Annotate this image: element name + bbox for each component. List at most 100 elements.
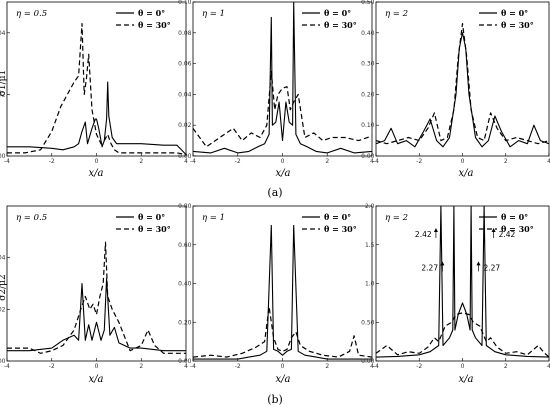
y-tick-label: 0.00 [178,358,192,365]
y-tick-label: 0.30 [361,61,375,68]
y-tick-label: 0.08 [178,30,192,37]
x-tick-label: 0 [281,158,285,165]
x-tick-label: 0 [461,158,465,165]
y-tick-label: 0.20 [361,91,375,98]
y-tick-label: 0.00 [0,358,6,365]
legend-entry-theta-30: θ = 30° [501,20,534,30]
row-b-xlabel: x/a [89,374,104,385]
legend-entry-theta-0: θ = 0° [138,212,165,222]
y-axis-label: σ2/μ2 [0,274,8,300]
y-tick-label: 0.02 [0,306,6,313]
y-tick-label: 0.04 [178,91,192,98]
legend-entry-theta-0: θ = 0° [324,8,351,18]
x-tick-label: 0 [95,363,99,370]
x-tick-label: -4 [190,363,196,370]
legend-entry-theta-30: θ = 30° [324,20,357,30]
row-b-xlabel-3: x/a [459,374,474,385]
series-theta-30 [7,241,186,354]
y-tick-label: 0.00 [178,153,192,160]
y-tick-label: 0.50 [361,0,375,6]
series-theta-0 [193,224,372,360]
eta-label: η = 0.5 [16,9,47,19]
peak-annotation: 2.42 [415,230,432,239]
y-tick-label: 0.00 [0,153,6,160]
x-tick-label: -2 [416,158,422,165]
annotation-arrowhead [476,261,481,266]
y-tick-label: 0.00 [361,358,375,365]
y-tick-label: 0.20 [178,319,192,326]
row-a-xlabel-2: x/a [276,168,291,179]
x-tick-label: 0 [95,158,99,165]
y-tick-label: 0.10 [361,122,375,129]
annotation-arrowhead [433,228,438,232]
y-tick-label: 2.0 [365,203,375,210]
eta-label: η = 2 [385,213,408,223]
x-tick-label: 4 [184,363,188,370]
series-theta-30 [193,306,372,358]
eta-label: η = 1 [202,9,225,19]
y-tick-label: 0.06 [178,61,192,68]
x-tick-label: -2 [235,363,241,370]
x-tick-label: 4 [184,158,188,165]
x-tick-label: 4 [547,158,550,165]
eta-label: η = 1 [202,213,225,223]
legend-entry-theta-30: θ = 30° [138,224,171,234]
series-theta-0 [376,206,549,358]
legend-entry-theta-0: θ = 0° [501,212,528,222]
y-tick-label: 0.04 [0,255,6,262]
series-theta-0 [376,32,549,148]
y-tick-label: 0.02 [0,91,6,98]
x-tick-label: -2 [416,363,422,370]
x-tick-label: -4 [373,158,379,165]
panel-0-0: -4 -2 0 2 4 0.00 0.02 0.04 η = 0.5 θ = 0° θ = 30° σ… [0,1,188,165]
row-b-xlabel-2: x/a [276,374,291,385]
legend-entry-theta-30: θ = 30° [501,224,534,234]
peak-annotation: 2.42 [499,230,516,239]
row-a-xlabel: x/a [89,168,104,179]
y-axis-label: σ1/μ1 [0,70,8,96]
x-tick-label: 2 [504,158,508,165]
peak-annotation: 2.27 [421,263,438,272]
legend-entry-theta-0: θ = 0° [501,8,528,18]
y-tick-label: 0.02 [178,122,192,129]
eta-label: η = 0.5 [16,213,47,223]
x-tick-label: 4 [547,363,550,370]
x-tick-label: 2 [139,363,143,370]
y-tick-label: 1.0 [365,281,375,288]
panel-1-0: -4 -2 0 2 4 0.00 0.02 0.04 η = 0.5 θ = 0° θ = 30° σ… [0,205,188,370]
annotation-arrowhead [440,261,445,266]
x-tick-label: -2 [49,363,55,370]
peak-annotation: 2.27 [483,263,500,272]
annotation-arrowhead [491,228,496,232]
series-theta-0 [7,81,186,155]
y-tick-label: 0.50 [361,319,375,326]
row-b-label: (b) [267,393,283,406]
x-tick-label: 4 [370,363,374,370]
x-tick-label: 0 [281,363,285,370]
x-tick-label: -2 [235,158,241,165]
row-a-label: (a) [267,186,282,199]
series-theta-30 [376,312,549,358]
y-tick-label: 1.5 [365,242,375,249]
series-theta-0 [7,277,186,352]
x-tick-label: 2 [325,363,329,370]
x-tick-label: 4 [370,158,374,165]
series-theta-30 [193,70,372,148]
legend-entry-theta-30: θ = 30° [138,20,171,30]
x-tick-label: -4 [4,363,10,370]
series-theta-0 [193,2,372,154]
y-tick-label: 0.80 [178,203,192,210]
y-tick-label: 0.10 [178,0,192,6]
x-tick-label: 2 [504,363,508,370]
y-tick-label: 0.00 [361,153,375,160]
legend-entry-theta-0: θ = 0° [324,212,351,222]
eta-label: η = 2 [385,9,408,19]
x-tick-label: -4 [4,158,10,165]
x-tick-label: 2 [139,158,143,165]
row-a-xlabel-3: x/a [459,168,474,179]
y-tick-label: 0.04 [0,30,6,37]
